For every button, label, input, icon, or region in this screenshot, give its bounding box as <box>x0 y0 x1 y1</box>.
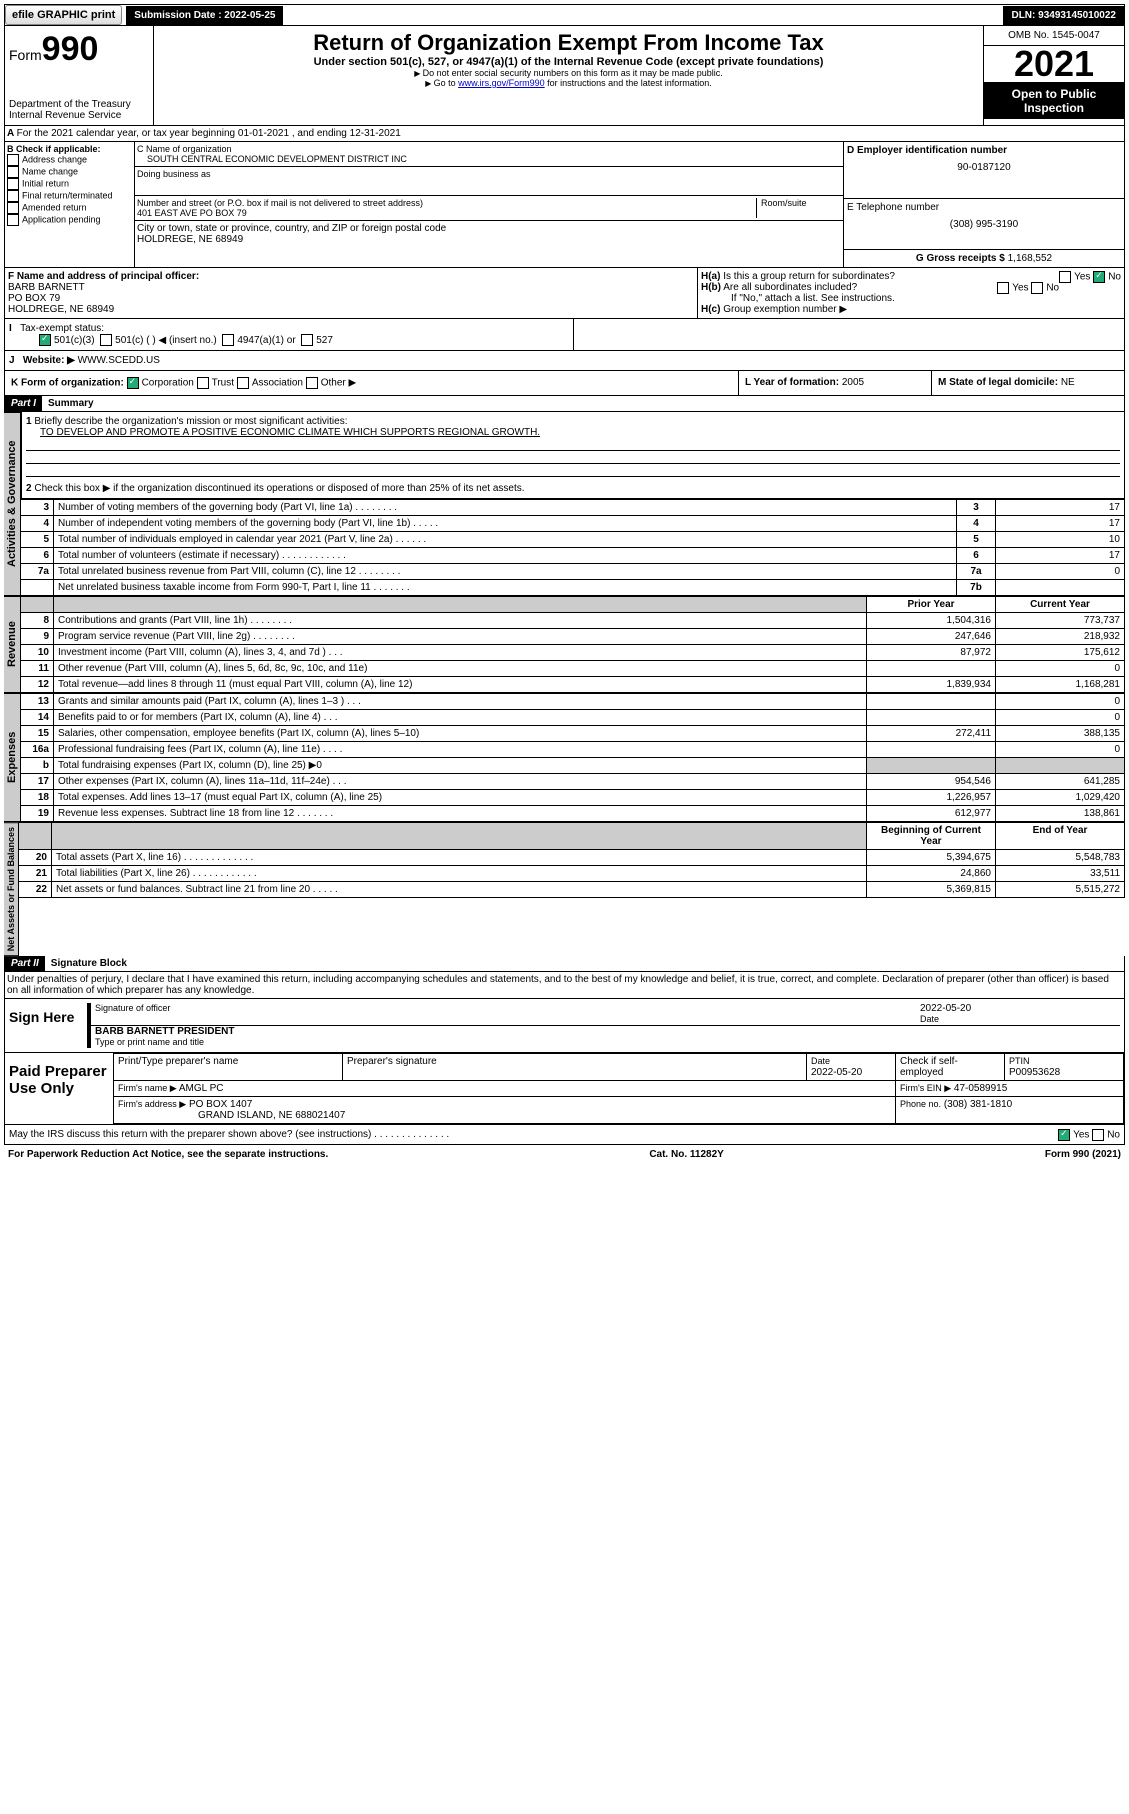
form-number: 990 <box>42 30 99 68</box>
revenue-table: Prior YearCurrent Year 8Contributions an… <box>21 596 1125 693</box>
submission-date: Submission Date : 2022-05-25 <box>126 6 283 25</box>
sign-here: Sign Here <box>5 999 83 1052</box>
irs-link[interactable]: www.irs.gov/Form990 <box>458 78 545 88</box>
note-link: Go to www.irs.gov/Form990 for instructio… <box>158 78 979 88</box>
gross-receipts: 1,168,552 <box>1008 253 1053 264</box>
section-f-h: F Name and address of principal officer:… <box>4 268 1125 319</box>
part2-head: Part II <box>5 956 45 971</box>
footer-right: Form 990 (2021) <box>1045 1149 1121 1160</box>
form-label: Form <box>9 47 42 63</box>
governance-table: 3Number of voting members of the governi… <box>21 499 1125 596</box>
ein: 90-0187120 <box>847 162 1121 173</box>
expenses-table: 13Grants and similar amounts paid (Part … <box>21 693 1125 822</box>
section-b-to-g: B Check if applicable: Address changeNam… <box>4 142 1125 268</box>
tax-year: 2021 <box>984 46 1124 83</box>
tab-net: Net Assets or Fund Balances <box>4 822 19 956</box>
net-table: Beginning of Current YearEnd of Year 20T… <box>19 822 1125 898</box>
paid-preparer: Paid Preparer Use Only <box>5 1053 113 1124</box>
form-subtitle: Under section 501(c), 527, or 4947(a)(1)… <box>158 56 979 68</box>
section-a: A For the 2021 calendar year, or tax yea… <box>4 126 1125 142</box>
website: WWW.SCEDD.US <box>78 355 160 366</box>
note-ssn: Do not enter social security numbers on … <box>158 68 979 78</box>
officer-name: BARB BARNETT <box>8 282 85 293</box>
top-bar: efile GRAPHIC print Submission Date : 20… <box>4 4 1125 26</box>
open-to-public: Open to Public Inspection <box>984 83 1124 119</box>
phone: (308) 995-3190 <box>847 219 1121 230</box>
efile-button[interactable]: efile GRAPHIC print <box>5 5 122 25</box>
org-name: SOUTH CENTRAL ECONOMIC DEVELOPMENT DISTR… <box>137 154 841 164</box>
form-header: Form990 Department of the Treasury Inter… <box>4 26 1125 126</box>
city: HOLDREGE, NE 68949 <box>137 234 841 245</box>
mission: TO DEVELOP AND PROMOTE A POSITIVE ECONOM… <box>26 427 540 438</box>
col-c: C Name of organizationSOUTH CENTRAL ECON… <box>135 142 843 267</box>
dept-label: Department of the Treasury Internal Reve… <box>9 99 149 121</box>
form-title: Return of Organization Exempt From Incom… <box>158 30 979 56</box>
col-b: B Check if applicable: Address changeNam… <box>5 142 135 267</box>
footer-left: For Paperwork Reduction Act Notice, see … <box>8 1149 328 1160</box>
tab-expenses: Expenses <box>4 693 21 822</box>
part1-head: Part I <box>5 396 42 411</box>
tab-governance: Activities & Governance <box>4 412 21 596</box>
footer-mid: Cat. No. 11282Y <box>649 1149 723 1160</box>
declaration: Under penalties of perjury, I declare th… <box>4 972 1125 999</box>
dln: DLN: 93493145010022 <box>1003 6 1124 25</box>
tab-revenue: Revenue <box>4 596 21 693</box>
col-d-e-g: D Employer identification number90-01871… <box>843 142 1124 267</box>
street: 401 EAST AVE PO BOX 79 <box>137 208 756 218</box>
